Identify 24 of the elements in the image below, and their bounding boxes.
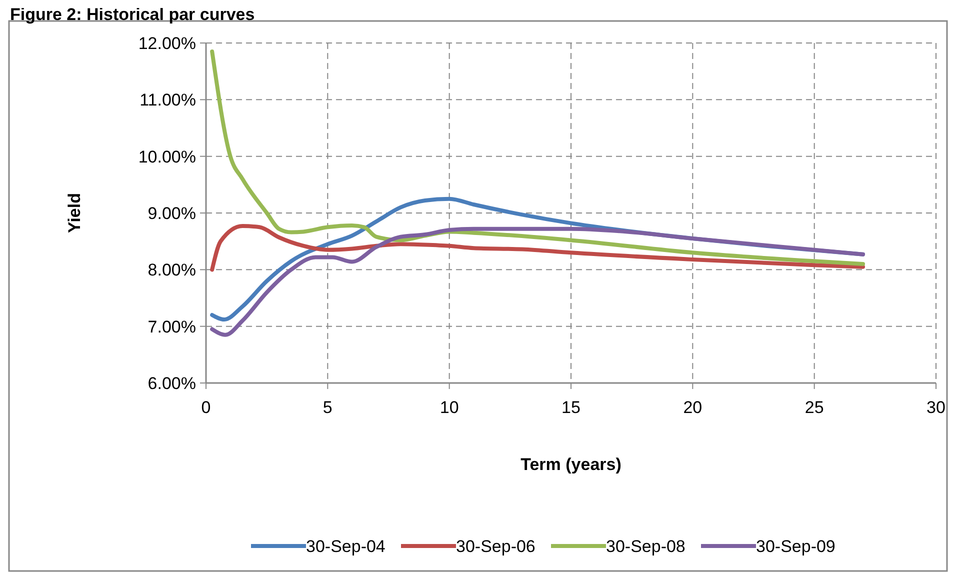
y-tick-label: 10.00%: [138, 147, 196, 166]
legend-label: 30-Sep-08: [606, 536, 686, 556]
y-tick-label: 9.00%: [148, 204, 196, 223]
legend-label: 30-Sep-04: [306, 536, 386, 556]
x-tick-label: 20: [683, 398, 702, 417]
line-series: [210, 50, 865, 266]
x-tick-label: 0: [201, 398, 211, 417]
y-tick-label: 7.00%: [148, 317, 196, 336]
legend-label: 30-Sep-09: [756, 536, 836, 556]
x-axis-title: Term (years): [520, 455, 622, 474]
y-tick-label: 6.00%: [148, 374, 196, 393]
y-tick-label: 8.00%: [148, 260, 196, 280]
chart-title: Figure 2: Historical par curves: [10, 5, 255, 24]
x-tick-label: 15: [562, 398, 580, 417]
line-series: [210, 224, 865, 272]
y-axis-title: Yield: [65, 193, 84, 233]
x-tick-label: 30: [926, 398, 946, 417]
line-series: [210, 226, 865, 337]
x-tick-label: 10: [440, 398, 459, 417]
legend-label: 30-Sep-06: [456, 536, 536, 556]
x-tick-label: 5: [322, 398, 332, 417]
y-tick-label: 11.00%: [140, 90, 196, 110]
y-tick-label: 12.00%: [138, 34, 196, 53]
x-tick-label: 25: [804, 398, 824, 417]
